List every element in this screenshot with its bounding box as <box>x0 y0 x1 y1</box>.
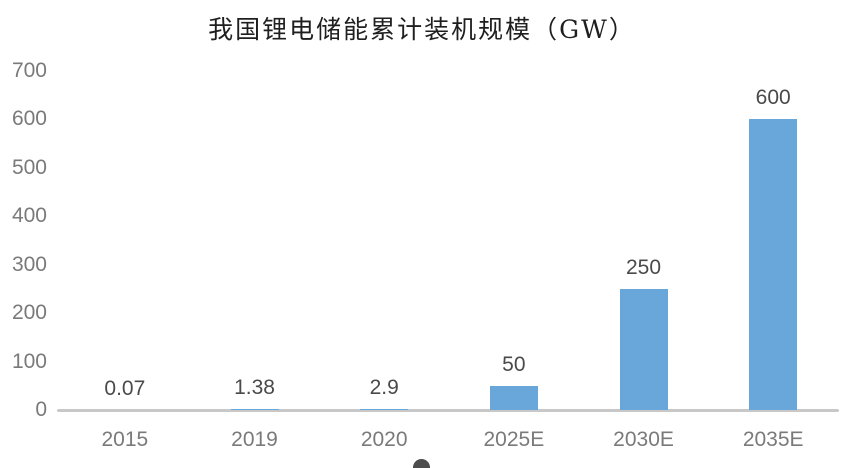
y-tick-label: 300 <box>11 252 47 276</box>
x-tick-label: 2020 <box>360 428 408 451</box>
y-tick-label: 400 <box>11 204 47 228</box>
x-tick-label: 2035E <box>742 428 804 451</box>
y-tick-label: 700 <box>11 59 47 82</box>
bar-value-label: 1.38 <box>234 376 275 400</box>
bar-column-2015: 0.07 <box>60 71 190 410</box>
bar-column-2019: 1.38 <box>190 71 320 410</box>
bar-value-label: 0.07 <box>104 376 146 400</box>
plot-area: 0.07 1.38 2.9 50 250 600 <box>57 71 839 412</box>
bar-column-2020: 2.9 <box>319 71 449 410</box>
bar-value-label: 250 <box>626 255 662 279</box>
x-tick-label: 2019 <box>231 428 278 451</box>
y-tick-label: 100 <box>11 349 47 373</box>
bar <box>619 288 668 410</box>
x-tick-label: 2015 <box>101 428 149 451</box>
chart-title: 我国锂电储能累计装机规模（GW） <box>208 15 636 44</box>
y-tick-label: 600 <box>11 107 47 131</box>
y-tick-label: 0 <box>35 398 47 421</box>
bar-column-2035E: 600 <box>708 71 838 410</box>
y-tick-label: 500 <box>11 155 47 179</box>
x-axis-line <box>57 409 839 412</box>
x-axis-labels: 2015 2019 2020 2025E 2030E 2035E <box>60 428 838 452</box>
bar-value-label: 50 <box>502 352 526 376</box>
bar-column-2030E: 250 <box>579 71 709 410</box>
bar <box>489 385 538 410</box>
bar <box>749 119 798 410</box>
bar <box>360 408 409 410</box>
bar-column-2025E: 50 <box>449 71 579 410</box>
bar-value-label: 600 <box>755 86 791 110</box>
partial-circle-glyph <box>413 459 430 468</box>
x-tick-label: 2030E <box>613 428 674 451</box>
y-tick-label: 200 <box>11 301 47 325</box>
bar-value-label: 2.9 <box>369 375 399 399</box>
y-axis: 0 100 200 300 400 500 600 700 <box>0 60 47 421</box>
x-tick-label: 2025E <box>483 428 545 451</box>
bar <box>230 409 279 410</box>
